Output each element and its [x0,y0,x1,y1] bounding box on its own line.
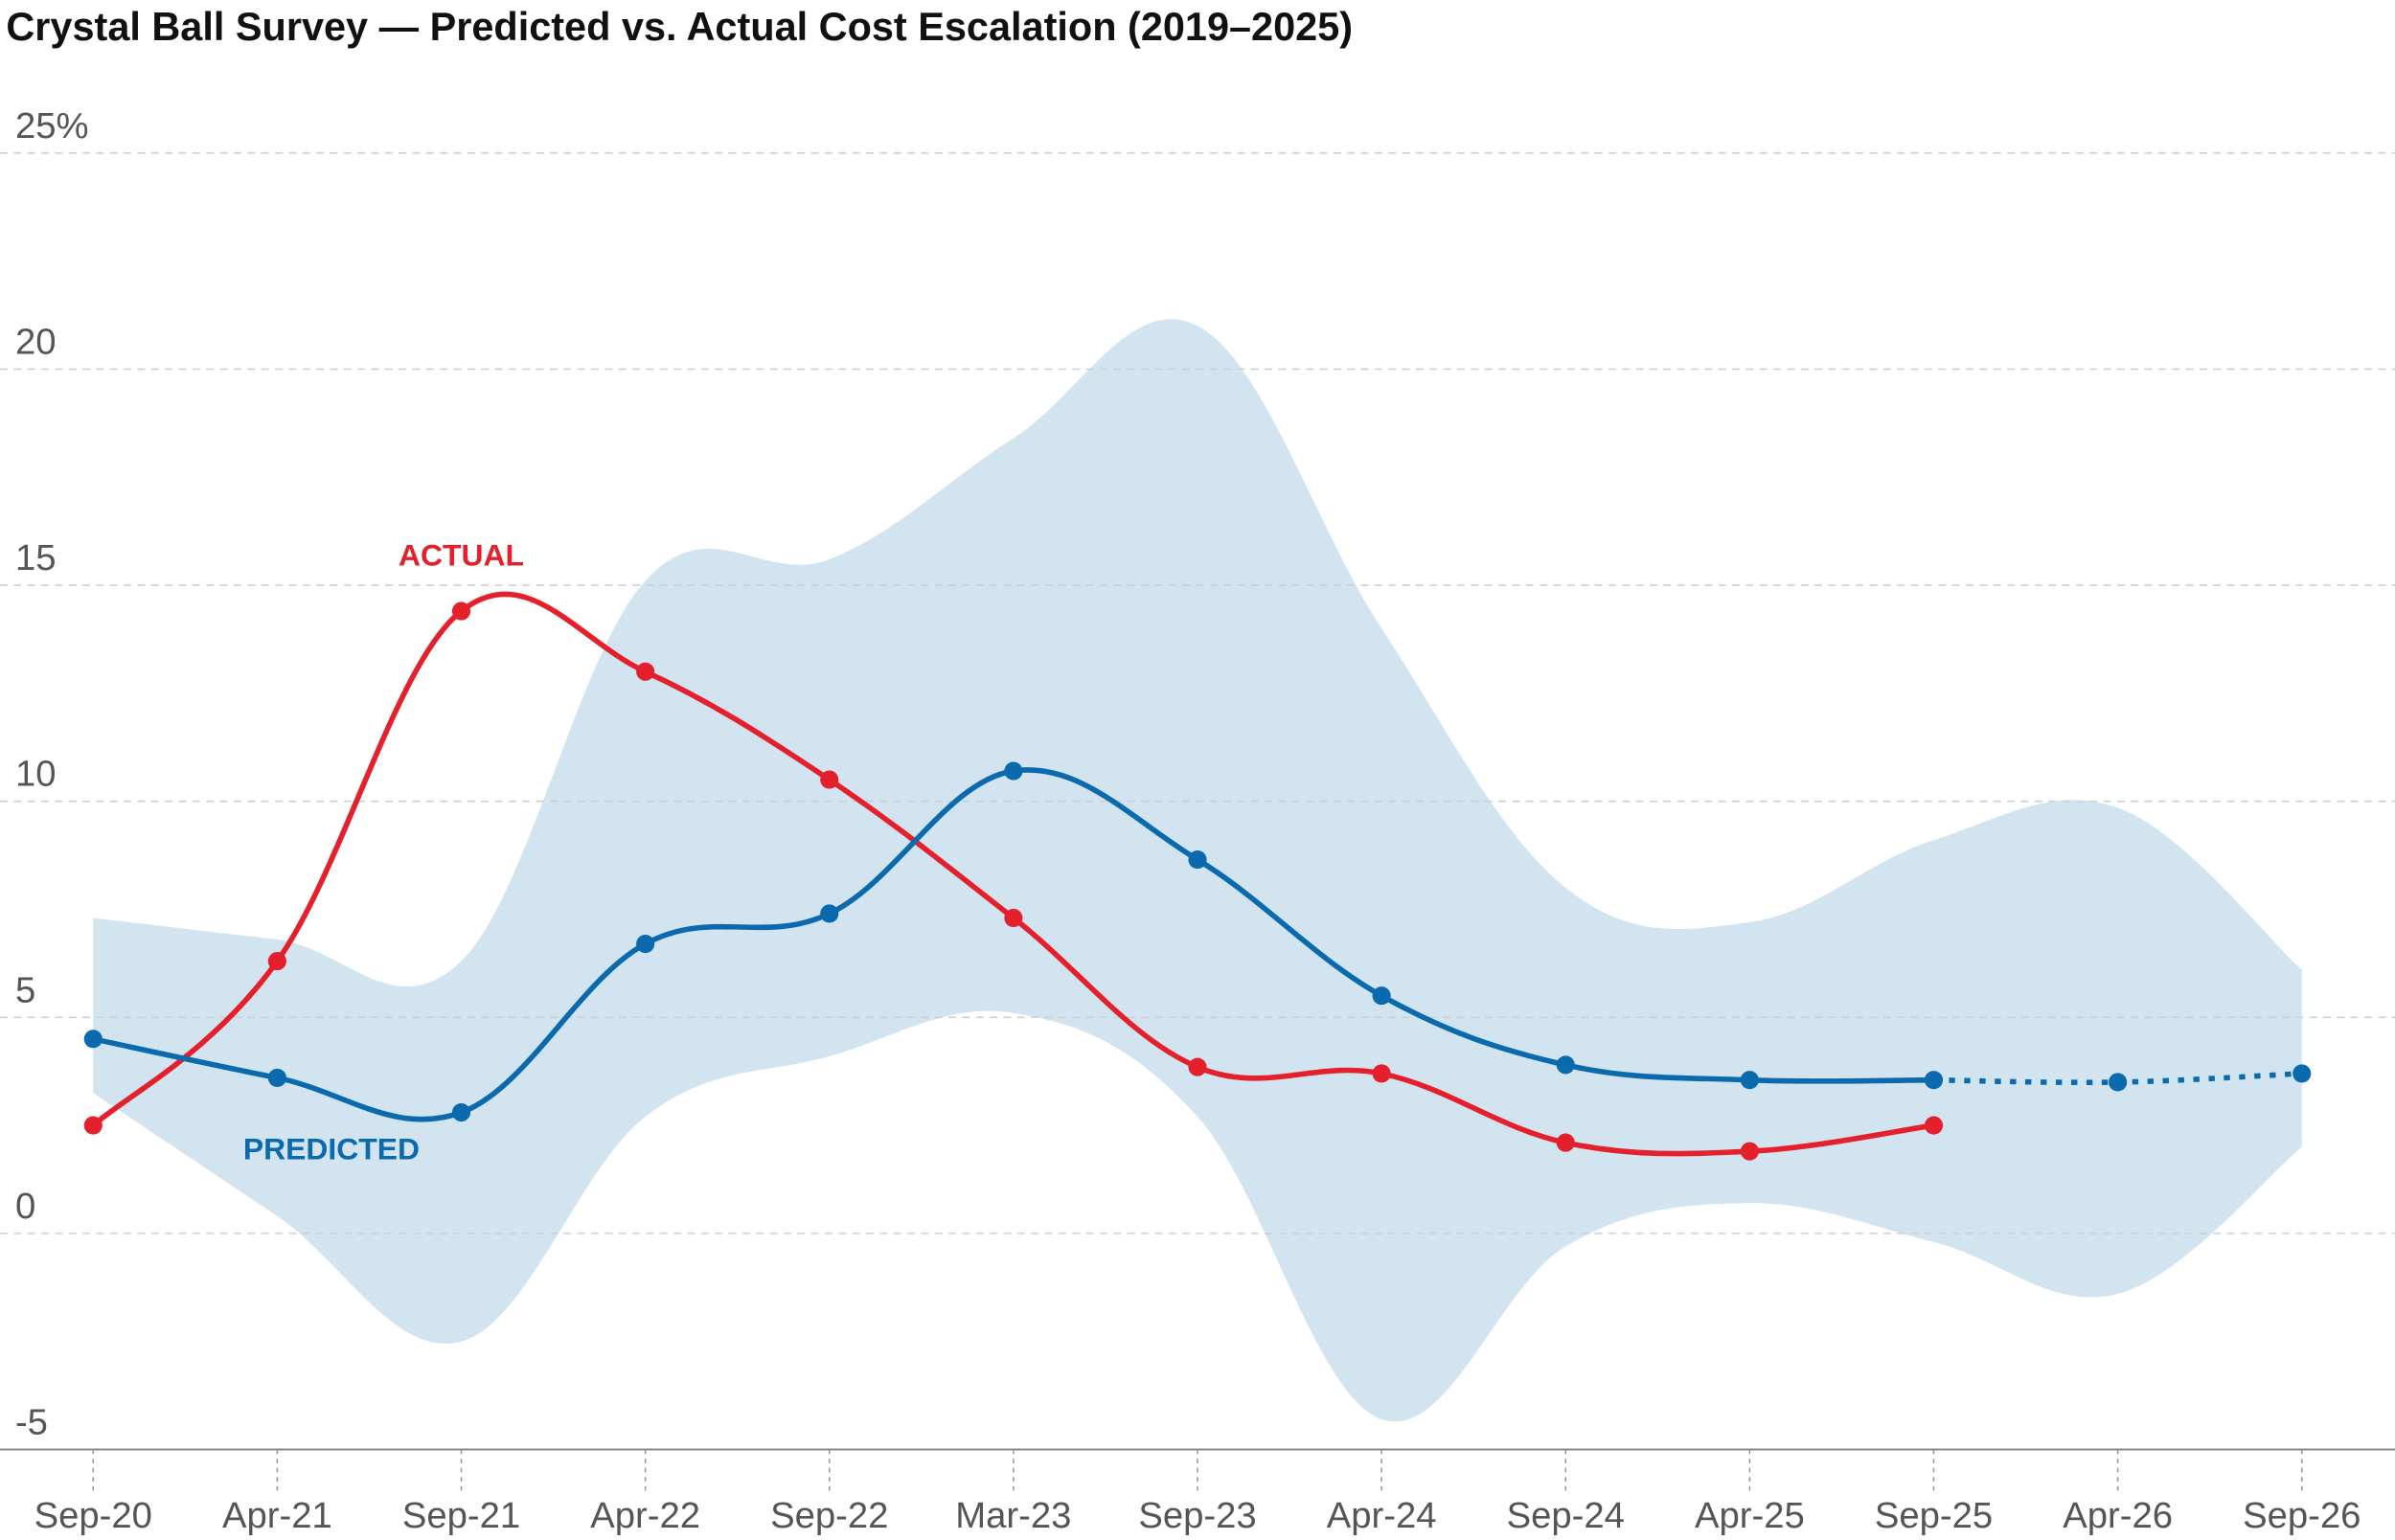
point [636,662,655,681]
x-tick-label: Sep-20 [34,1495,152,1536]
point [451,601,471,621]
y-tick-label: 5 [15,969,35,1010]
x-tick-label: Apr-22 [590,1495,700,1536]
point [83,1116,103,1135]
x-tick-label: Sep-24 [1507,1495,1625,1536]
y-tick-label: 10 [15,754,57,795]
x-tick-label: Sep-22 [770,1495,888,1536]
x-tick-label: Sep-23 [1138,1495,1256,1536]
point [1188,849,1207,870]
line [91,591,1934,1157]
x-tick-label: Sep-21 [402,1495,520,1536]
x-tick-label: Apr-21 [222,1495,332,1536]
point [1740,1142,1759,1161]
point [820,904,839,923]
point [636,934,655,954]
y-tick-label: 15 [15,537,57,578]
forecast-range [93,319,2302,1422]
point [267,1068,286,1088]
x-tick-label: Sep-25 [1875,1495,1993,1536]
y-tick-label: 20 [15,321,57,362]
line [92,767,1934,1122]
x-tick-label: Mar-23 [955,1495,1071,1536]
point [83,1030,103,1049]
y-tick-label: 25% [15,105,89,147]
y-tick-label: 0 [15,1186,35,1227]
chart-title: Crystal Ball Survey — Predicted vs. Actu… [6,4,1353,49]
point [1924,1116,1944,1135]
x-tick-label: Apr-25 [1695,1495,1805,1536]
point [1556,1133,1575,1152]
point [820,770,839,789]
point [1372,1064,1391,1083]
point [1372,986,1391,1006]
point [451,1102,471,1122]
x-tick-label: Sep-26 [2243,1495,2361,1536]
series-label-predicted: PREDICTED [243,1132,420,1166]
series-label-actual: ACTUAL [399,537,524,572]
point [1740,1071,1759,1090]
point [267,952,286,971]
x-tick-label: Apr-24 [1327,1495,1437,1536]
point [2292,1064,2312,1083]
y-tick-label: -5 [15,1402,48,1443]
point [2109,1073,2128,1092]
point [1004,761,1023,781]
point [1924,1071,1944,1090]
x-tick-label: Apr-26 [2063,1495,2173,1536]
point [1188,1057,1207,1076]
point [1556,1055,1575,1075]
point [1004,908,1023,928]
